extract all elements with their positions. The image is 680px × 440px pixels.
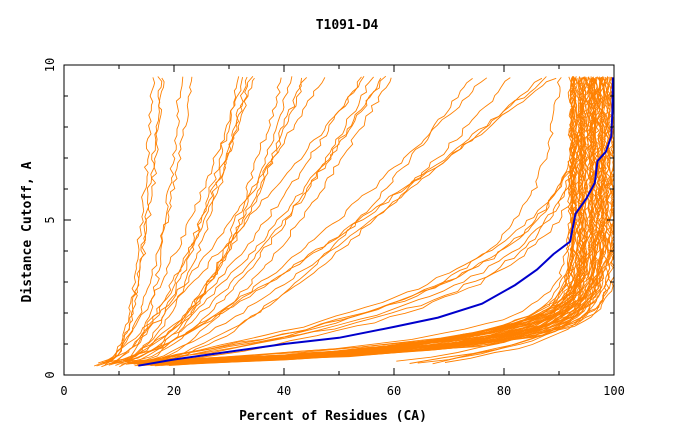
series-line-4 — [96, 76, 163, 367]
series-line-24 — [133, 77, 543, 365]
series-line-89 — [396, 76, 611, 362]
series-line-25 — [146, 78, 473, 364]
series-line-0 — [111, 76, 184, 365]
x-tick-label: 40 — [277, 384, 291, 398]
series-line-29 — [142, 77, 587, 362]
series-line-19 — [112, 76, 362, 364]
series-line-8 — [107, 76, 248, 363]
series-line-5 — [107, 76, 254, 363]
series-line-33 — [125, 77, 607, 365]
chart-title: T1091-D4 — [316, 18, 379, 33]
series-line-21 — [119, 77, 488, 363]
series-line-12 — [121, 76, 293, 365]
series-line-22 — [143, 77, 511, 363]
series-line-77 — [138, 77, 585, 363]
series-line-68 — [166, 77, 584, 363]
x-tick-label: 100 — [603, 384, 625, 398]
series-line-88 — [154, 76, 596, 367]
series-line-90 — [432, 77, 601, 365]
y-tick-label: 5 — [43, 216, 57, 223]
highlight-series-line — [138, 77, 614, 367]
series-line-18 — [108, 75, 387, 366]
series-line-54 — [160, 77, 594, 364]
axes: 0 20 40 60 80 100 0 5 10 — [43, 58, 625, 398]
x-tick-label: 80 — [497, 384, 511, 398]
series-line-31 — [145, 78, 598, 362]
series-line-9 — [101, 77, 255, 368]
series-line-16 — [134, 76, 374, 362]
series-line-79 — [133, 77, 605, 363]
series-line-27 — [150, 77, 602, 365]
series-line-11 — [105, 77, 326, 362]
series-line-91 — [417, 77, 615, 364]
series-line-17 — [108, 77, 382, 365]
y-tick-label: 10 — [43, 58, 57, 72]
series-line-1 — [104, 77, 156, 366]
series-line-86 — [135, 78, 607, 364]
series-line-34 — [150, 76, 576, 366]
series-line-13 — [101, 77, 308, 364]
series-line-80 — [134, 76, 574, 363]
x-tick-label: 0 — [60, 384, 67, 398]
series-line-83 — [138, 77, 597, 365]
y-tick-label: 0 — [43, 371, 57, 378]
series-line-26 — [123, 77, 557, 363]
y-axis-label: Distance Cutoff, A — [20, 161, 35, 302]
x-tick-label: 60 — [387, 384, 401, 398]
series-line-93 — [409, 78, 607, 364]
series-line-20 — [115, 75, 365, 363]
series-line-3 — [97, 77, 165, 364]
series-line-32 — [157, 77, 562, 362]
series-line-7 — [102, 77, 244, 364]
series-line-30 — [127, 76, 595, 364]
series-line-2 — [93, 76, 193, 367]
series-line-15 — [140, 77, 392, 365]
series-line-74 — [160, 77, 587, 366]
x-tick-label: 20 — [167, 384, 181, 398]
x-axis-label: Percent of Residues (CA) — [239, 409, 427, 424]
plot-lines — [93, 75, 615, 368]
